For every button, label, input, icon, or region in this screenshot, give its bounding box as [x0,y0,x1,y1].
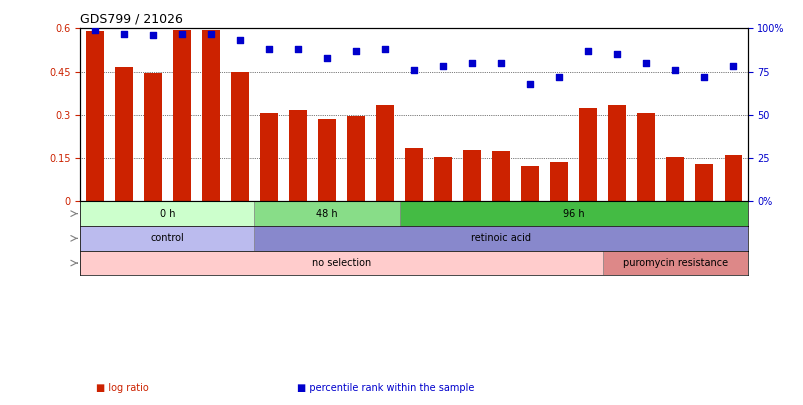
Bar [550,162,567,201]
Point [378,46,391,52]
Text: 96 h: 96 h [562,209,584,219]
Bar [491,151,509,201]
Bar [405,148,422,201]
Point [263,46,275,52]
Point [204,30,217,37]
Point [88,27,101,33]
Point [668,66,681,73]
FancyBboxPatch shape [80,226,255,251]
Point [349,48,362,54]
Text: control: control [150,233,184,243]
Point [436,63,449,70]
Text: puromycin resistance: puromycin resistance [622,258,727,268]
Bar [173,30,190,201]
Bar [666,158,683,201]
Point [407,66,420,73]
Bar [318,119,336,201]
FancyBboxPatch shape [255,201,399,226]
Point [697,74,710,80]
Bar [260,113,277,201]
Point [726,63,739,70]
Bar [521,166,538,201]
Bar [695,164,712,201]
Bar [202,30,219,201]
Bar [376,105,393,201]
Text: GDS799 / 21026: GDS799 / 21026 [80,13,183,26]
Point [581,48,594,54]
Text: no selection: no selection [312,258,371,268]
Bar [289,111,306,201]
Bar [434,158,451,201]
Bar [579,108,596,201]
Bar [115,67,132,201]
Point [320,55,333,61]
Text: retinoic acid: retinoic acid [471,233,531,243]
FancyBboxPatch shape [80,251,602,275]
FancyBboxPatch shape [255,226,747,251]
Point [117,30,130,37]
Bar [637,113,654,201]
Point [494,60,507,66]
Bar [347,116,365,201]
FancyBboxPatch shape [399,201,747,226]
Bar [231,72,248,201]
Point [639,60,652,66]
Bar [724,155,741,201]
Bar [608,105,625,201]
FancyBboxPatch shape [80,201,255,226]
Point [146,32,159,38]
Point [175,30,188,37]
Text: 48 h: 48 h [316,209,337,219]
Bar [144,73,161,201]
Point [523,81,536,87]
Point [291,46,304,52]
Point [552,74,565,80]
Text: 0 h: 0 h [160,209,175,219]
FancyBboxPatch shape [602,251,747,275]
Text: ■ log ratio: ■ log ratio [96,383,149,393]
Point [233,37,246,44]
Point [465,60,478,66]
Bar [463,150,480,201]
Point [610,51,623,58]
Text: ■ percentile rank within the sample: ■ percentile rank within the sample [297,383,475,393]
Bar [86,31,104,201]
